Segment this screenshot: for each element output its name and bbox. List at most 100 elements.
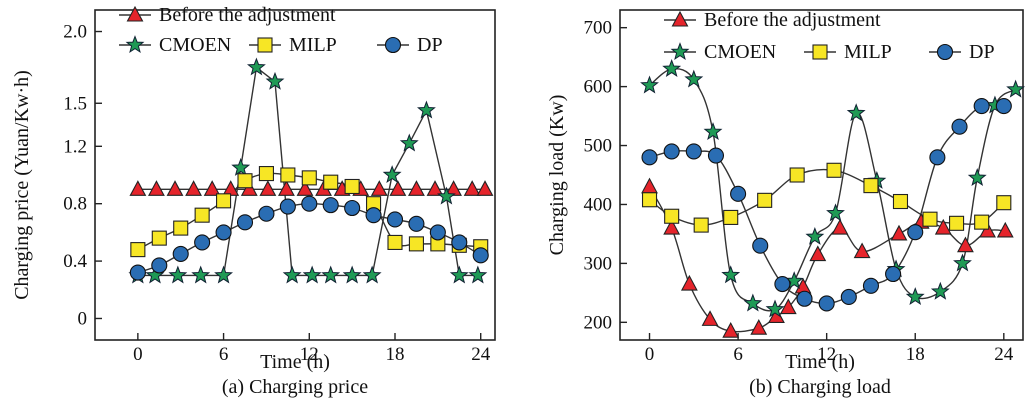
x-tick-label: 6 (733, 344, 743, 365)
data-point-star (684, 69, 704, 88)
data-point-circle (818, 295, 835, 312)
legend: Before the adjustment CMOEN MILP DP (664, 9, 995, 63)
panel-charging-price: 0 6 12 18 24 0 0.4 0.8 1.2 1.5 2.0 Before the adju… (11, 4, 496, 398)
data-point-circle (796, 290, 813, 307)
data-point-square (258, 166, 274, 182)
data-point-circle (451, 234, 468, 251)
data-point-star (302, 265, 322, 284)
legend-label: DP (969, 41, 995, 63)
data-point-star (662, 59, 682, 77)
x-tick-label: 18 (906, 344, 925, 365)
series-line-circle (649, 103, 1004, 305)
data-point-circle (685, 143, 702, 160)
data-point-circle (663, 143, 680, 160)
data-point-square (974, 214, 990, 230)
data-point-triangle (641, 177, 658, 194)
data-point-triangle (722, 321, 740, 338)
data-point-triangle (389, 180, 407, 196)
data-point-square (996, 195, 1012, 211)
legend-label: MILP (289, 34, 337, 56)
data-point-star (805, 226, 825, 245)
data-point-star (214, 265, 234, 284)
legend-label: Before the adjustment (159, 4, 336, 26)
data-point-square (757, 192, 773, 208)
data-point-star (191, 265, 211, 284)
data-point-star (953, 253, 972, 272)
data-point-square (344, 178, 360, 195)
y-tick-label: 700 (584, 18, 613, 39)
panel-caption: (b) Charging load (749, 376, 891, 398)
data-point-square (922, 211, 938, 227)
data-point-circle (707, 147, 725, 164)
data-point-triangle (278, 180, 295, 196)
y-tick-label: 200 (584, 312, 613, 333)
legend-label: CMOEN (159, 34, 231, 56)
data-point-triangle (203, 180, 221, 196)
data-point-triangle (445, 180, 462, 196)
data-point-star (321, 265, 341, 284)
y-tick-label: 600 (584, 77, 613, 98)
data-point-circle (995, 98, 1012, 115)
axis-ticks: 0 6 12 18 24 0 0.4 0.8 1.2 1.5 2.0 (63, 22, 490, 365)
legend-marker-square (812, 44, 828, 60)
legend-marker-circle (936, 43, 954, 61)
x-tick-label: 24 (994, 344, 1014, 365)
y-axis-label: Charging load (Kw) (546, 95, 568, 256)
data-point-star (703, 122, 723, 141)
data-point-star (765, 299, 785, 318)
x-tick-label: 0 (645, 344, 655, 365)
data-point-star (967, 168, 987, 186)
plot-frame (619, 9, 1024, 341)
data-point-circle (258, 205, 275, 222)
data-point-square (826, 162, 842, 178)
x-tick-label: 6 (219, 344, 229, 365)
data-point-star (1006, 79, 1026, 98)
data-point-square (641, 192, 658, 208)
data-point-circle (129, 264, 146, 281)
legend-label: CMOEN (704, 41, 776, 63)
data-point-triangle (701, 310, 719, 326)
data-point-star (246, 57, 266, 76)
x-tick-label: 12 (300, 344, 319, 365)
x-tick-label: 12 (817, 344, 836, 365)
data-point-triangle (831, 218, 849, 235)
legend: Before the adjustment CMOEN MILP DP (119, 4, 443, 56)
data-point-star (342, 265, 362, 284)
y-tick-label: 400 (584, 194, 613, 215)
data-point-triangle (663, 218, 681, 235)
data-point-circle (301, 195, 318, 212)
series-curves (648, 67, 1017, 333)
data-point-square (216, 193, 232, 209)
data-point-circle (730, 185, 747, 202)
y-tick-label: 0.8 (63, 194, 87, 215)
data-point-square (323, 174, 339, 190)
data-point-circle (408, 215, 425, 232)
panel-charging-load: 0 6 12 18 24 200 300 400 500 600 700 Before the ad… (546, 9, 1026, 398)
data-point-circle (322, 197, 339, 214)
data-point-triangle (957, 236, 974, 253)
data-point-star (846, 103, 866, 122)
data-point-circle (641, 149, 658, 166)
legend-marker-star (670, 42, 690, 61)
y-tick-label: 2.0 (63, 22, 87, 43)
data-point-triangle (296, 180, 314, 196)
data-point-triangle (996, 221, 1014, 238)
data-point-triangle (240, 180, 258, 196)
data-point-circle (951, 118, 968, 135)
series-line-star (649, 67, 1017, 312)
data-point-star (743, 293, 763, 312)
legend-label: Before the adjustment (704, 9, 881, 31)
data-point-star (826, 203, 845, 222)
data-point-star (784, 271, 804, 290)
data-point-square (280, 167, 296, 183)
data-point-square (173, 220, 189, 236)
data-point-star (168, 265, 188, 284)
data-point-square (723, 209, 739, 225)
data-point-triangle (979, 221, 996, 238)
data-point-triangle (185, 180, 202, 196)
data-point-square (301, 170, 317, 186)
series-line-circle (137, 202, 482, 274)
plot-frame (94, 9, 496, 341)
legend-marker-circle (384, 36, 402, 54)
